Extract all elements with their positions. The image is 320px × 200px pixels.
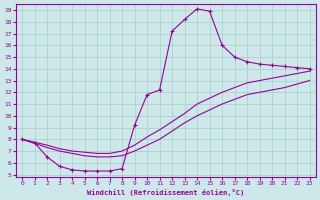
- X-axis label: Windchill (Refroidissement éolien,°C): Windchill (Refroidissement éolien,°C): [87, 189, 244, 196]
